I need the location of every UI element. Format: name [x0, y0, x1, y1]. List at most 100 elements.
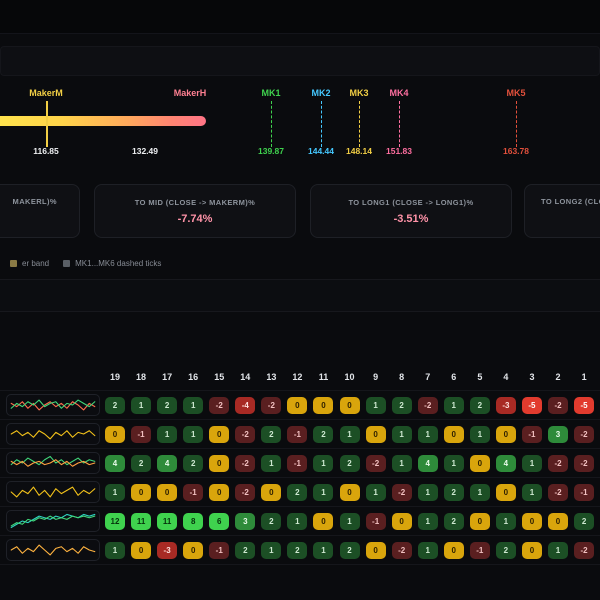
matrix-cell[interactable]: 1: [443, 397, 464, 414]
legend-item-mk-ticks[interactable]: MK1...MK6 dashed ticks: [63, 259, 161, 268]
matrix-cell[interactable]: 1: [495, 513, 516, 530]
matrix-cell[interactable]: 1: [287, 513, 308, 530]
matrix-cell[interactable]: 0: [443, 542, 464, 559]
legend-item-maker-band[interactable]: er band: [10, 259, 49, 268]
matrix-cell[interactable]: 1: [261, 455, 282, 472]
matrix-cell[interactable]: 2: [313, 426, 334, 443]
matrix-cell[interactable]: -2: [574, 426, 595, 443]
matrix-cell[interactable]: -3: [157, 542, 178, 559]
matrix-cell[interactable]: -2: [548, 484, 569, 501]
matrix-cell[interactable]: -1: [209, 542, 230, 559]
matrix-cell[interactable]: 0: [365, 426, 386, 443]
matrix-cell[interactable]: 2: [261, 513, 282, 530]
matrix-cell[interactable]: -1: [521, 426, 542, 443]
matrix-cell[interactable]: 0: [131, 484, 152, 501]
matrix-cell[interactable]: -1: [469, 542, 490, 559]
matrix-cell[interactable]: 2: [131, 455, 152, 472]
matrix-cell[interactable]: 2: [339, 542, 360, 559]
matrix-cell[interactable]: 1: [417, 484, 438, 501]
matrix-cell[interactable]: 2: [574, 513, 595, 530]
matrix-cell[interactable]: -2: [235, 426, 256, 443]
matrix-cell[interactable]: 0: [287, 397, 308, 414]
matrix-cell[interactable]: 0: [105, 426, 125, 443]
matrix-cell[interactable]: 0: [131, 542, 152, 559]
matrix-cell[interactable]: 0: [365, 542, 386, 559]
matrix-cell[interactable]: 1: [548, 542, 569, 559]
matrix-cell[interactable]: 1: [339, 513, 360, 530]
matrix-cell[interactable]: 11: [157, 513, 178, 530]
matrix-cell[interactable]: -2: [548, 397, 569, 414]
matrix-cell[interactable]: 1: [417, 426, 438, 443]
matrix-cell[interactable]: 0: [391, 513, 412, 530]
matrix-cell[interactable]: 1: [391, 455, 412, 472]
matrix-cell[interactable]: -1: [131, 426, 152, 443]
matrix-cell[interactable]: 0: [209, 484, 230, 501]
matrix-cell[interactable]: 1: [391, 426, 412, 443]
matrix-cell[interactable]: 2: [495, 542, 516, 559]
matrix-cell[interactable]: -2: [417, 397, 438, 414]
matrix-cell[interactable]: 1: [105, 542, 125, 559]
matrix-cell[interactable]: 0: [261, 484, 282, 501]
matrix-cell[interactable]: -1: [183, 484, 204, 501]
matrix-cell[interactable]: 0: [157, 484, 178, 501]
matrix-cell[interactable]: 0: [495, 484, 516, 501]
matrix-cell[interactable]: 1: [105, 484, 125, 501]
matrix-cell[interactable]: -2: [235, 455, 256, 472]
matrix-cell[interactable]: 2: [443, 484, 464, 501]
matrix-cell[interactable]: 4: [417, 455, 438, 472]
matrix-cell[interactable]: 2: [105, 397, 125, 414]
matrix-cell[interactable]: 4: [105, 455, 125, 472]
matrix-cell[interactable]: 0: [521, 513, 542, 530]
matrix-cell[interactable]: 1: [339, 426, 360, 443]
matrix-cell[interactable]: 0: [469, 455, 490, 472]
matrix-cell[interactable]: -3: [495, 397, 516, 414]
matrix-cell[interactable]: 0: [313, 397, 334, 414]
matrix-cell[interactable]: 0: [443, 426, 464, 443]
matrix-cell[interactable]: 1: [131, 397, 152, 414]
matrix-cell[interactable]: -2: [574, 542, 595, 559]
matrix-cell[interactable]: 1: [417, 513, 438, 530]
matrix-cell[interactable]: -1: [287, 426, 308, 443]
matrix-cell[interactable]: 2: [391, 397, 412, 414]
matrix-cell[interactable]: 1: [417, 542, 438, 559]
matrix-cell[interactable]: 2: [339, 455, 360, 472]
matrix-cell[interactable]: 8: [183, 513, 204, 530]
matrix-cell[interactable]: -2: [365, 455, 386, 472]
matrix-cell[interactable]: 12: [105, 513, 125, 530]
matrix-cell[interactable]: 3: [235, 513, 256, 530]
matrix-cell[interactable]: 1: [365, 484, 386, 501]
matrix-cell[interactable]: 0: [521, 542, 542, 559]
matrix-cell[interactable]: 1: [313, 455, 334, 472]
matrix-cell[interactable]: 0: [495, 426, 516, 443]
matrix-cell[interactable]: -5: [574, 397, 595, 414]
matrix-cell[interactable]: 1: [261, 542, 282, 559]
matrix-cell[interactable]: 1: [157, 426, 178, 443]
matrix-cell[interactable]: -2: [261, 397, 282, 414]
matrix-cell[interactable]: 0: [183, 542, 204, 559]
matrix-cell[interactable]: -5: [521, 397, 542, 414]
matrix-cell[interactable]: 6: [209, 513, 230, 530]
matrix-cell[interactable]: 2: [235, 542, 256, 559]
matrix-cell[interactable]: 0: [548, 513, 569, 530]
matrix-cell[interactable]: 0: [469, 513, 490, 530]
matrix-cell[interactable]: 2: [157, 397, 178, 414]
matrix-cell[interactable]: 2: [287, 484, 308, 501]
matrix-cell[interactable]: 2: [469, 397, 490, 414]
matrix-cell[interactable]: -1: [287, 455, 308, 472]
matrix-cell[interactable]: -2: [209, 397, 230, 414]
matrix-cell[interactable]: 0: [339, 484, 360, 501]
matrix-cell[interactable]: 0: [339, 397, 360, 414]
matrix-cell[interactable]: 4: [495, 455, 516, 472]
matrix-cell[interactable]: 2: [261, 426, 282, 443]
matrix-cell[interactable]: 0: [209, 426, 230, 443]
matrix-cell[interactable]: 1: [521, 484, 542, 501]
matrix-cell[interactable]: -2: [574, 455, 595, 472]
matrix-cell[interactable]: 0: [209, 455, 230, 472]
matrix-cell[interactable]: -2: [391, 484, 412, 501]
matrix-cell[interactable]: -2: [391, 542, 412, 559]
matrix-cell[interactable]: 3: [548, 426, 569, 443]
matrix-cell[interactable]: 1: [365, 397, 386, 414]
matrix-cell[interactable]: 1: [469, 426, 490, 443]
matrix-cell[interactable]: 1: [469, 484, 490, 501]
matrix-cell[interactable]: 2: [287, 542, 308, 559]
